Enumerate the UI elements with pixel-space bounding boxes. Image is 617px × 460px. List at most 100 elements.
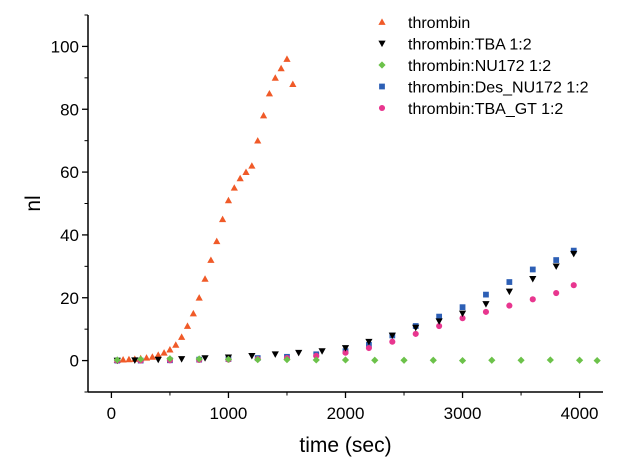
data-point [312, 356, 320, 364]
data-point [318, 348, 326, 355]
data-point [529, 266, 536, 273]
data-point [259, 111, 268, 119]
data-point [517, 356, 525, 364]
x-tick-label: 3000 [444, 404, 482, 423]
data-point [219, 215, 227, 223]
data-point [389, 338, 396, 345]
data-point [506, 279, 513, 285]
data-point [224, 196, 233, 204]
x-tick-label: 0 [107, 404, 116, 423]
data-point [125, 355, 133, 363]
data-point [283, 356, 291, 364]
data-point [388, 332, 396, 340]
data-point [371, 356, 379, 364]
data-point [365, 338, 373, 346]
x-axis-title: time (sec) [299, 434, 391, 457]
data-point [166, 355, 174, 363]
data-point [271, 351, 279, 358]
y-tick-label: 100 [51, 37, 79, 56]
legend-marker [378, 104, 386, 112]
data-point [277, 64, 285, 72]
data-point [570, 247, 577, 254]
data-point [570, 282, 577, 289]
plot-points [113, 55, 601, 365]
data-point [546, 356, 554, 364]
x-tick-label: 4000 [561, 404, 599, 423]
data-point [289, 80, 297, 87]
data-point [172, 341, 180, 348]
y-tick-label: 60 [60, 163, 79, 182]
legend-marker [378, 18, 386, 25]
y-tick-label: 0 [70, 352, 79, 371]
data-point [248, 352, 256, 360]
data-point [412, 324, 420, 332]
data-point [113, 356, 121, 364]
data-point [248, 162, 256, 169]
data-point [482, 308, 490, 315]
data-point [201, 275, 209, 282]
y-tick-label: 80 [60, 100, 79, 119]
data-point [436, 322, 443, 330]
data-point [183, 322, 192, 329]
data-point [236, 174, 244, 182]
data-point [506, 302, 513, 309]
data-point [265, 89, 274, 97]
data-point [148, 353, 156, 360]
legend-label: thrombin:TBA 1:2 [408, 37, 532, 54]
legend-marker [378, 40, 386, 48]
data-point [154, 351, 162, 358]
data-point [505, 288, 513, 296]
data-point [213, 237, 221, 245]
data-point [313, 352, 320, 359]
data-point [207, 256, 215, 263]
data-point [154, 356, 162, 364]
data-point [435, 318, 443, 325]
data-point [295, 349, 303, 357]
data-point [429, 356, 437, 364]
legend-marker [379, 83, 385, 90]
x-tick-label: 2000 [327, 404, 365, 423]
data-point [283, 55, 291, 62]
data-point [553, 289, 560, 297]
data-point [341, 356, 350, 364]
data-point [342, 349, 349, 356]
data-point [483, 291, 489, 298]
data-point [553, 257, 560, 263]
series-2 [113, 355, 601, 365]
data-point [195, 355, 203, 363]
data-point [178, 356, 186, 363]
data-point [400, 356, 408, 364]
data-point [365, 344, 372, 352]
legend-label: thrombin:Des_NU172 1:2 [408, 80, 589, 97]
data-point [137, 355, 145, 363]
data-point [160, 349, 168, 356]
data-point [593, 356, 601, 365]
data-point [529, 296, 536, 303]
data-point [529, 276, 537, 283]
data-point [166, 345, 174, 353]
data-point [271, 74, 279, 81]
legend-marker [378, 61, 386, 69]
data-point [254, 137, 262, 144]
data-point [436, 313, 443, 320]
data-point [570, 250, 578, 258]
y-tick-label: 40 [60, 226, 79, 245]
data-point [458, 356, 467, 365]
data-point [119, 356, 127, 363]
data-point [552, 263, 560, 270]
data-point [341, 345, 350, 352]
data-point [459, 304, 466, 311]
legend: thrombin thrombin:TBA 1:2 thrombin:NU172 1… [378, 15, 589, 118]
data-point [195, 294, 203, 301]
x-tick-label: 1000 [210, 404, 248, 423]
legend-label: thrombin:TBA_GT 1:2 [408, 101, 563, 118]
data-point [488, 356, 496, 364]
axes: 0 1000 2000 3000 4000 0 20 40 60 80 100 [51, 14, 603, 423]
data-point [142, 354, 151, 361]
legend-label: thrombin:NU172 1:2 [408, 58, 551, 75]
data-point [242, 168, 250, 175]
series-0 [113, 55, 297, 363]
data-point [458, 310, 467, 318]
data-point [201, 355, 209, 362]
